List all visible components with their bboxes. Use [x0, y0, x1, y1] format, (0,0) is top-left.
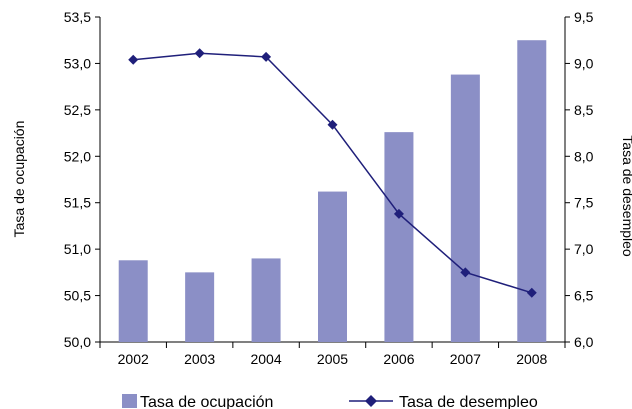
- x-tick-label: 2006: [383, 351, 414, 367]
- y-tick-label-left: 53,5: [64, 9, 91, 25]
- legend-swatch-bar: [122, 394, 137, 408]
- legend-label-desempleo: Tasa de desempleo: [399, 394, 538, 409]
- y-axis-title-left: Tasa de ocupación: [11, 121, 27, 238]
- line-series: [128, 48, 537, 298]
- line-point: [128, 54, 139, 65]
- line-point: [460, 267, 471, 278]
- y-tick-label-right: 6,0: [574, 334, 594, 350]
- line-point: [526, 287, 537, 298]
- bar: [450, 74, 480, 343]
- y-tick-label-left: 52,5: [64, 102, 91, 118]
- line-point: [194, 48, 205, 59]
- y-tick-label-right: 9,0: [574, 55, 594, 71]
- bars: [118, 40, 547, 343]
- y-tick-label-right: 6,5: [574, 288, 594, 304]
- line-point: [327, 119, 338, 130]
- x-tick-label: 2002: [118, 351, 149, 367]
- x-tick-label: 2008: [516, 351, 547, 367]
- bar: [185, 272, 215, 342]
- legend-swatch-marker: [365, 395, 377, 407]
- bar: [318, 191, 347, 342]
- y-tick-label-left: 50,0: [64, 334, 91, 350]
- x-tick-label: 2005: [317, 351, 348, 367]
- x-tick-label: 2004: [250, 351, 281, 367]
- bar: [118, 260, 148, 342]
- x-tick-label: 2007: [450, 351, 481, 367]
- y-tick-label-right: 9,5: [574, 9, 594, 25]
- y-tick-label-left: 51,0: [64, 241, 91, 257]
- bar: [251, 258, 281, 342]
- y-tick-label-right: 7,0: [574, 241, 594, 257]
- y-tick-label-left: 53,0: [64, 55, 91, 71]
- ticks: 50,0 50,5 51,0 51,5 52,0 52,5 53,0 53,5 6,0 6,5 7,…: [64, 9, 594, 367]
- legend: Tasa de ocupación Tasa de desempleo: [122, 394, 538, 409]
- bar: [384, 132, 414, 342]
- y-tick-label-right: 8,0: [574, 148, 594, 164]
- y-tick-label-left: 51,5: [64, 195, 91, 211]
- y-axis-title-right: Tasa de desempleo: [620, 135, 632, 257]
- line-point: [261, 51, 272, 62]
- y-tick-label-left: 52,0: [64, 148, 91, 164]
- legend-label-ocupacion: Tasa de ocupación: [140, 394, 273, 409]
- y-tick-label-left: 50,5: [64, 288, 91, 304]
- line-point: [393, 208, 404, 219]
- x-tick-label: 2003: [184, 351, 215, 367]
- y-tick-label-right: 7,5: [574, 195, 594, 211]
- y-tick-label-right: 8,5: [574, 102, 594, 118]
